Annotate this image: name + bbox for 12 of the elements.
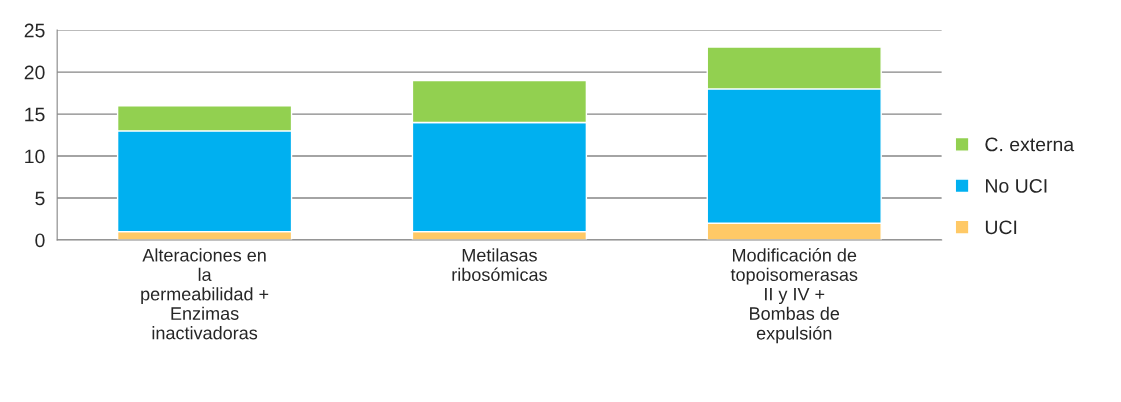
legend-label: C. externa: [985, 137, 1075, 152]
y-tick-label: 15: [25, 107, 45, 122]
y-tick-label: 0: [35, 233, 45, 248]
y-tick-label: 5: [35, 191, 45, 206]
x-tick-label: Alteraciones en la permeabilidad + Enzimas inactivadoras: [141, 248, 269, 340]
y-tick-label: 10: [25, 149, 45, 164]
legend-label: UCI: [985, 220, 1017, 235]
legend-label: No UCI: [986, 178, 1047, 193]
x-tick-label: Metilasas ribosómicas: [452, 248, 547, 282]
x-tick-label: Modificación de topoisomerasas II y IV + Bombas de expulsión: [730, 248, 858, 344]
y-tick-label: 20: [24, 65, 45, 80]
y-tick-label: 25: [24, 23, 45, 38]
